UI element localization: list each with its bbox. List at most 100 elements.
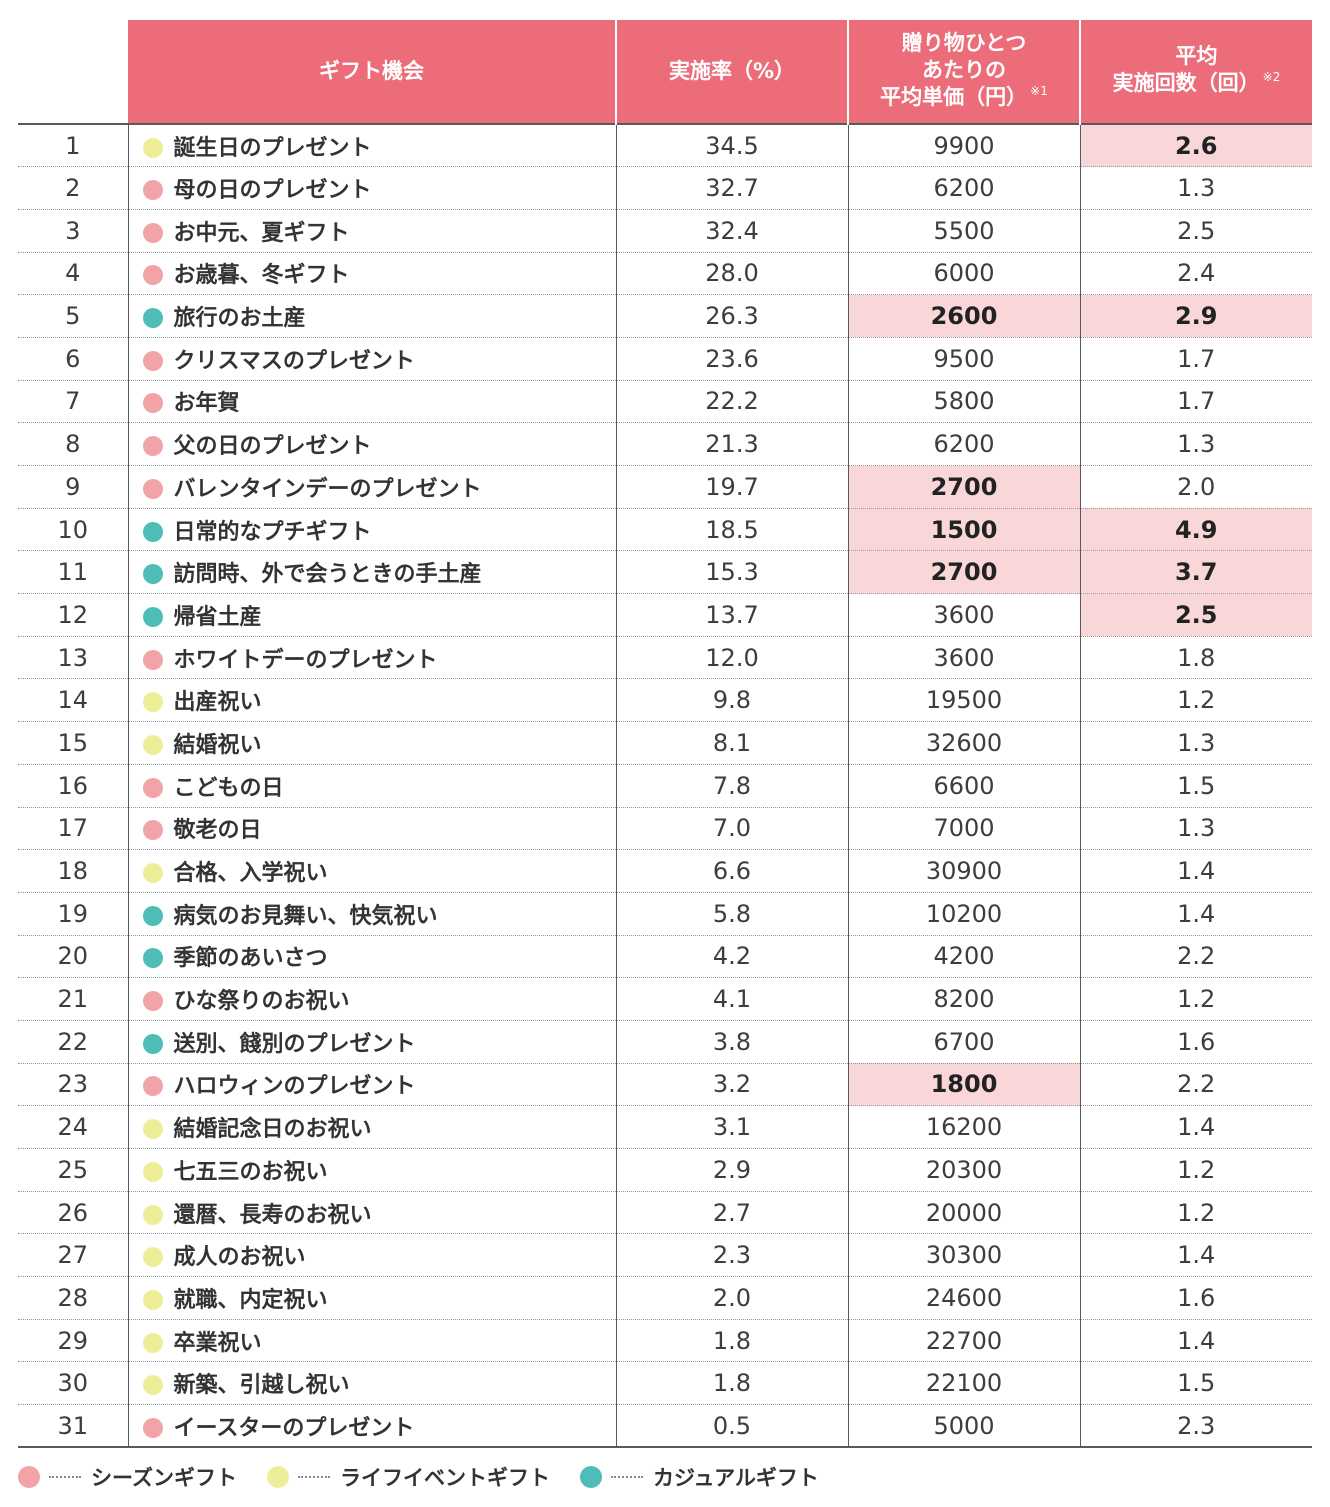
category-dot-icon bbox=[142, 991, 163, 1012]
header-count-line2: 実施回数（回） bbox=[1112, 71, 1260, 95]
rate-cell: 4.2 bbox=[615, 935, 848, 979]
price-cell: 3600 bbox=[847, 636, 1080, 680]
gift-name-cell: クリスマスのプレゼント bbox=[127, 337, 616, 381]
count-cell: 1.4 bbox=[1079, 1233, 1312, 1278]
table-row: 12 帰省土産 13.7 3600 2.5 bbox=[18, 593, 1312, 637]
rate-cell: 32.7 bbox=[615, 166, 848, 210]
header-price-line2: あたりの bbox=[922, 57, 1006, 82]
legend-item-casual: カジュアルギフト bbox=[579, 1462, 819, 1492]
gift-name-cell: 季節のあいさつ bbox=[127, 935, 616, 979]
table-row: 3 お中元、夏ギフト 32.4 5500 2.5 bbox=[18, 209, 1312, 253]
rank-cell: 5 bbox=[18, 294, 128, 338]
gift-name-cell: バレンタインデーのプレゼント bbox=[127, 465, 616, 509]
count-cell: 1.6 bbox=[1079, 1276, 1312, 1320]
gift-name-label: お歳暮、冬ギフト bbox=[173, 263, 350, 289]
table-row: 8 父の日のプレゼント 21.3 6200 1.3 bbox=[18, 422, 1312, 466]
header-rate: 実施率（%） bbox=[615, 20, 848, 124]
gift-name-cell: 出産祝い bbox=[127, 678, 616, 723]
gift-name-cell: 日常的なプチギフト bbox=[127, 508, 616, 552]
rate-cell: 1.8 bbox=[615, 1319, 848, 1363]
count-cell: 1.2 bbox=[1079, 1148, 1312, 1192]
rate-cell: 22.2 bbox=[615, 380, 848, 424]
count-cell: 2.0 bbox=[1079, 465, 1312, 509]
header-rate-label: 実施率（%） bbox=[668, 59, 796, 83]
count-cell: 1.5 bbox=[1079, 764, 1312, 808]
rank-cell: 16 bbox=[18, 764, 128, 808]
count-cell: 1.7 bbox=[1079, 337, 1312, 381]
header-count: 平均 実施回数（回） ※2 bbox=[1079, 20, 1312, 124]
gift-name-cell: 敬老の日 bbox=[127, 807, 616, 851]
price-cell: 6000 bbox=[847, 252, 1080, 296]
gift-name-cell: 母の日のプレゼント bbox=[127, 166, 616, 210]
header-gift-occasion: ギフト機会 bbox=[128, 20, 616, 124]
category-dot-icon bbox=[142, 905, 163, 926]
table-row: 13 ホワイトデーのプレゼント 12.0 3600 1.8 bbox=[18, 636, 1312, 680]
gift-name-label: 帰省土産 bbox=[173, 604, 262, 630]
count-cell: 2.2 bbox=[1079, 1063, 1312, 1107]
price-cell: 4200 bbox=[847, 935, 1080, 979]
rank-cell: 10 bbox=[18, 508, 128, 552]
count-cell: 1.4 bbox=[1079, 892, 1312, 936]
gift-name-label: ひな祭りのお祝い bbox=[173, 989, 350, 1015]
count-cell: 1.5 bbox=[1079, 1361, 1312, 1406]
category-dot-icon bbox=[142, 1289, 163, 1310]
price-cell: 2600 bbox=[847, 294, 1080, 338]
table-row: 30 新築、引越し祝い 1.8 22100 1.5 bbox=[18, 1361, 1312, 1406]
rate-cell: 2.7 bbox=[615, 1191, 848, 1235]
category-dot-icon bbox=[142, 265, 163, 286]
count-cell: 1.3 bbox=[1079, 807, 1312, 851]
rate-cell: 9.8 bbox=[615, 678, 848, 723]
category-dot-icon bbox=[142, 350, 163, 371]
table-row: 18 合格、入学祝い 6.6 30900 1.4 bbox=[18, 849, 1312, 893]
table-row: 22 送別、餞別のプレゼント 3.8 6700 1.6 bbox=[18, 1020, 1312, 1064]
table-row: 23 ハロウィンのプレゼント 3.2 1800 2.2 bbox=[18, 1063, 1312, 1107]
gift-name-label: 送別、餞別のプレゼント bbox=[173, 1031, 416, 1057]
rank-cell: 27 bbox=[18, 1233, 128, 1278]
gift-name-cell: 卒業祝い bbox=[127, 1319, 616, 1363]
gift-name-label: お中元、夏ギフト bbox=[173, 220, 350, 246]
rate-cell: 5.8 bbox=[615, 892, 848, 936]
gift-name-label: 結婚祝い bbox=[173, 732, 262, 758]
legend-dot-icon bbox=[579, 1466, 602, 1488]
count-cell: 1.2 bbox=[1079, 678, 1312, 723]
table-row: 14 出産祝い 9.8 19500 1.2 bbox=[18, 678, 1312, 723]
rank-cell: 23 bbox=[18, 1063, 128, 1107]
gift-name-label: 敬老の日 bbox=[173, 818, 262, 844]
rank-cell: 28 bbox=[18, 1276, 128, 1320]
category-dot-icon bbox=[142, 1332, 163, 1353]
gift-name-label: 出産祝い bbox=[173, 690, 262, 716]
count-cell: 3.7 bbox=[1079, 550, 1312, 595]
count-cell: 1.4 bbox=[1079, 1105, 1312, 1149]
count-cell: 1.8 bbox=[1079, 636, 1312, 680]
legend: シーズンギフト ライフイベントギフト カジュアルギフト bbox=[18, 1462, 849, 1492]
legend-dotted-leader bbox=[49, 1476, 81, 1478]
gift-name-cell: 就職、内定祝い bbox=[127, 1276, 616, 1320]
price-cell: 22700 bbox=[847, 1319, 1080, 1363]
rank-cell: 9 bbox=[18, 465, 128, 509]
category-dot-icon bbox=[142, 180, 163, 201]
table-row: 25 七五三のお祝い 2.9 20300 1.2 bbox=[18, 1148, 1312, 1192]
price-cell: 3600 bbox=[847, 593, 1080, 637]
table-row: 17 敬老の日 7.0 7000 1.3 bbox=[18, 807, 1312, 851]
price-cell: 6700 bbox=[847, 1020, 1080, 1064]
gift-name-cell: 病気のお見舞い、快気祝い bbox=[127, 892, 616, 936]
count-cell: 1.2 bbox=[1079, 1191, 1312, 1235]
gift-occasion-table: ギフト機会 実施率（%） 贈り物ひとつ あたりの 平均単価（円） ※1 平均 実施… bbox=[18, 20, 1312, 1449]
rank-cell: 17 bbox=[18, 807, 128, 851]
gift-name-label: 卒業祝い bbox=[173, 1330, 262, 1356]
gift-name-label: 就職、内定祝い bbox=[173, 1287, 328, 1313]
category-dot-icon bbox=[142, 1119, 163, 1140]
rank-cell: 11 bbox=[18, 550, 128, 595]
table-row: 1 誕生日のプレゼント 34.5 9900 2.6 bbox=[18, 123, 1312, 168]
rank-cell: 13 bbox=[18, 636, 128, 680]
gift-name-cell: 帰省土産 bbox=[127, 593, 616, 637]
table-row: 24 結婚記念日のお祝い 3.1 16200 1.4 bbox=[18, 1105, 1312, 1149]
gift-name-cell: 誕生日のプレゼント bbox=[127, 123, 616, 168]
gift-name-cell: こどもの日 bbox=[127, 764, 616, 808]
legend-dotted-leader bbox=[610, 1476, 643, 1478]
count-cell: 1.2 bbox=[1079, 977, 1312, 1021]
count-cell: 2.4 bbox=[1079, 252, 1312, 296]
rate-cell: 28.0 bbox=[615, 252, 848, 296]
price-cell: 6200 bbox=[847, 422, 1080, 466]
gift-name-cell: お中元、夏ギフト bbox=[127, 209, 616, 253]
